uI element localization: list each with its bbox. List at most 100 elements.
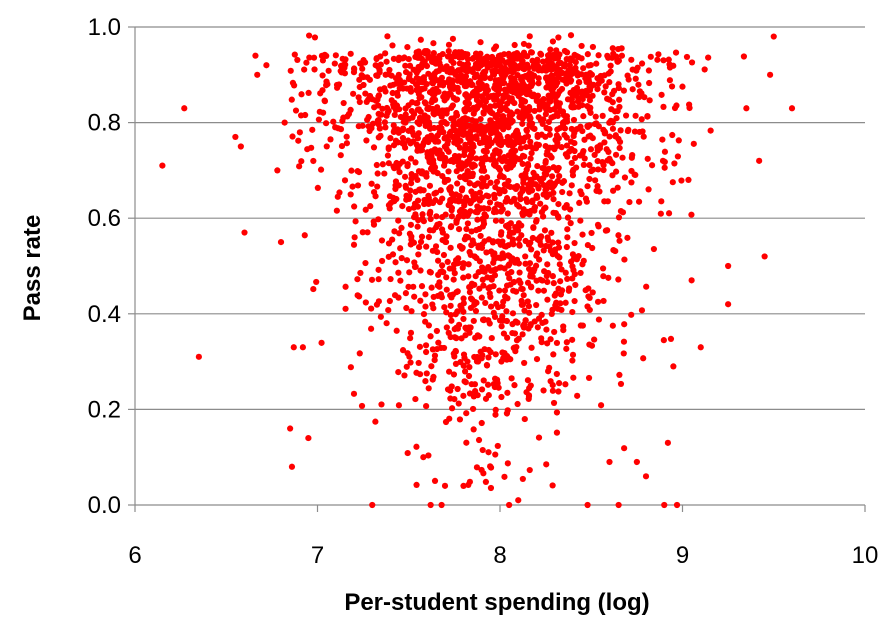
data-point bbox=[447, 128, 455, 135]
data-point bbox=[563, 339, 570, 346]
data-point bbox=[415, 48, 422, 55]
data-point bbox=[195, 353, 202, 360]
data-point bbox=[562, 77, 569, 84]
data-point bbox=[589, 134, 596, 142]
data-point bbox=[341, 70, 349, 77]
data-point bbox=[619, 209, 627, 216]
data-point bbox=[433, 327, 440, 335]
x-tick-label: 9 bbox=[676, 542, 689, 569]
data-point bbox=[404, 449, 411, 457]
data-point bbox=[499, 349, 506, 356]
data-point bbox=[451, 270, 458, 277]
data-point bbox=[459, 264, 466, 271]
data-point bbox=[621, 321, 628, 328]
data-point bbox=[442, 211, 449, 218]
data-point bbox=[318, 339, 325, 346]
data-point bbox=[563, 142, 571, 149]
data-point bbox=[433, 345, 441, 353]
data-point bbox=[523, 126, 530, 134]
data-point bbox=[569, 275, 576, 282]
data-point bbox=[377, 132, 384, 139]
data-point bbox=[337, 152, 344, 159]
data-point bbox=[486, 290, 493, 297]
data-point bbox=[356, 98, 363, 106]
data-point bbox=[296, 129, 303, 136]
data-point bbox=[589, 92, 596, 99]
data-point bbox=[567, 78, 574, 85]
data-point bbox=[638, 307, 646, 314]
data-point bbox=[368, 276, 376, 283]
data-point bbox=[572, 281, 579, 289]
data-point bbox=[518, 285, 525, 292]
data-point bbox=[391, 292, 399, 299]
data-point bbox=[614, 184, 621, 191]
data-point bbox=[620, 87, 628, 94]
data-point bbox=[544, 340, 551, 347]
data-point bbox=[540, 95, 547, 103]
data-point bbox=[375, 298, 382, 305]
data-point bbox=[464, 220, 471, 227]
data-point bbox=[528, 77, 535, 85]
data-point bbox=[646, 79, 653, 87]
data-point bbox=[688, 211, 695, 218]
data-point bbox=[673, 501, 681, 509]
data-point bbox=[491, 191, 498, 198]
data-point bbox=[546, 364, 553, 371]
data-point bbox=[531, 174, 538, 181]
data-point bbox=[371, 104, 378, 111]
data-point bbox=[392, 259, 399, 266]
data-point bbox=[658, 198, 665, 205]
data-point bbox=[454, 288, 461, 295]
data-point bbox=[481, 238, 488, 245]
data-point bbox=[650, 245, 657, 253]
data-point bbox=[466, 180, 473, 187]
data-point bbox=[554, 79, 561, 86]
data-point bbox=[496, 148, 503, 155]
data-point bbox=[364, 116, 371, 123]
data-point bbox=[505, 152, 512, 159]
data-point bbox=[342, 305, 349, 312]
data-point bbox=[573, 84, 581, 92]
data-point bbox=[319, 72, 326, 79]
data-point bbox=[551, 328, 558, 336]
data-point bbox=[548, 60, 556, 67]
data-point bbox=[599, 158, 606, 166]
data-point bbox=[490, 71, 498, 78]
data-point bbox=[494, 442, 501, 450]
data-point bbox=[547, 98, 554, 105]
data-point bbox=[378, 401, 385, 408]
data-point bbox=[426, 182, 434, 189]
data-point bbox=[533, 277, 540, 284]
data-point bbox=[635, 81, 642, 88]
data-point bbox=[403, 304, 410, 312]
data-point bbox=[325, 67, 332, 74]
data-point bbox=[482, 98, 489, 105]
data-point bbox=[379, 105, 386, 112]
data-point bbox=[317, 166, 325, 173]
data-point bbox=[492, 184, 499, 191]
y-tick-label: 0.0 bbox=[88, 492, 121, 519]
data-point bbox=[525, 42, 532, 49]
data-point bbox=[342, 283, 349, 290]
data-point bbox=[470, 240, 477, 247]
data-point bbox=[533, 355, 541, 363]
data-point bbox=[491, 250, 498, 257]
data-point bbox=[500, 317, 507, 324]
data-point bbox=[534, 92, 542, 99]
data-point bbox=[595, 166, 602, 173]
data-point bbox=[399, 125, 407, 132]
data-point bbox=[570, 116, 578, 124]
data-point bbox=[418, 170, 425, 177]
data-point bbox=[474, 392, 481, 399]
data-point bbox=[508, 198, 515, 205]
data-point bbox=[448, 156, 456, 164]
data-point bbox=[557, 59, 564, 67]
data-point bbox=[669, 179, 676, 186]
data-point bbox=[401, 372, 408, 379]
y-axis-title: Pass rate bbox=[19, 215, 46, 322]
data-point bbox=[441, 92, 448, 99]
data-point bbox=[628, 154, 635, 161]
data-point bbox=[483, 82, 490, 90]
x-tick-label: 6 bbox=[128, 542, 141, 569]
data-point bbox=[350, 90, 357, 97]
